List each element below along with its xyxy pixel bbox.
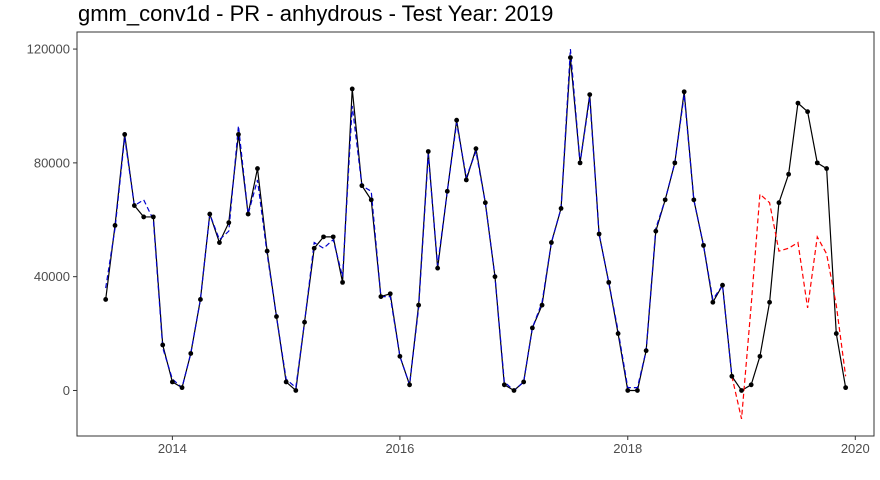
chart-title: gmm_conv1d - PR - anhydrous - Test Year:…	[78, 1, 553, 26]
data-point	[492, 274, 498, 280]
data-point	[672, 160, 678, 166]
y-tick-label: 120000	[27, 42, 70, 57]
data-point	[122, 132, 128, 137]
data-point	[169, 379, 175, 385]
data-point	[529, 325, 535, 331]
y-tick-label: 80000	[34, 155, 70, 170]
data-point	[368, 197, 374, 203]
series-layer	[103, 49, 849, 420]
data-point	[311, 245, 317, 251]
data-point	[407, 382, 412, 388]
data-point	[739, 388, 744, 393]
data-point	[681, 89, 687, 95]
data-point	[511, 388, 517, 393]
data-point	[349, 86, 355, 92]
x-axis: 2014 2016 2018 2020	[158, 436, 870, 456]
data-point	[293, 388, 299, 393]
data-point	[720, 282, 725, 288]
data-point	[776, 200, 782, 206]
data-point	[435, 265, 441, 271]
data-point	[425, 149, 431, 154]
data-point	[112, 223, 118, 228]
data-point	[463, 177, 469, 183]
data-point	[198, 297, 203, 302]
data-point	[264, 248, 270, 254]
data-point	[179, 385, 185, 391]
data-point	[160, 342, 166, 348]
data-point	[615, 331, 621, 336]
data-point	[691, 197, 697, 203]
data-point	[596, 231, 602, 237]
x-tick-label: 2016	[385, 441, 414, 456]
plot-panel	[76, 31, 875, 437]
data-point	[662, 197, 668, 203]
data-point	[805, 109, 811, 115]
data-point	[387, 291, 393, 297]
x-tick-label: 2018	[613, 441, 642, 456]
x-tick-label: 2020	[841, 441, 870, 456]
data-point	[653, 228, 659, 234]
data-point	[103, 297, 109, 302]
data-point	[188, 351, 194, 356]
data-point	[625, 388, 631, 393]
data-point	[321, 234, 326, 240]
data-point	[558, 205, 564, 211]
data-point	[482, 200, 488, 206]
data-point	[359, 183, 365, 189]
data-point	[833, 331, 839, 336]
data-point	[330, 234, 336, 240]
data-point	[378, 294, 384, 299]
data-point	[255, 166, 260, 171]
y-axis: 0 40000 80000 120000	[27, 42, 77, 398]
data-point	[226, 220, 232, 226]
data-point	[141, 214, 147, 220]
data-point	[729, 373, 735, 379]
data-point	[767, 299, 772, 305]
data-point	[710, 299, 716, 305]
data-point	[473, 146, 479, 152]
data-point	[549, 240, 554, 245]
data-point	[568, 55, 573, 61]
data-point	[283, 379, 289, 385]
data-point	[701, 242, 706, 248]
data-point	[302, 319, 307, 325]
data-point	[131, 203, 137, 208]
data-point	[150, 214, 156, 220]
data-point	[539, 302, 545, 308]
data-point	[577, 160, 583, 166]
data-point	[397, 353, 403, 359]
data-point	[587, 92, 593, 97]
data-point	[606, 279, 612, 285]
data-point	[340, 279, 345, 285]
x-tick-label: 2014	[158, 441, 187, 456]
data-point	[824, 166, 830, 171]
data-point	[274, 314, 279, 319]
data-point	[245, 211, 251, 217]
data-point	[454, 117, 460, 123]
data-point	[217, 240, 222, 245]
data-point	[416, 302, 422, 308]
data-point	[444, 188, 450, 194]
data-point	[207, 211, 213, 217]
data-point	[643, 348, 649, 354]
data-point	[814, 160, 820, 166]
y-tick-label: 0	[63, 383, 70, 398]
data-point	[236, 132, 241, 137]
data-point	[843, 385, 849, 391]
data-point	[795, 100, 801, 106]
data-point	[635, 388, 640, 393]
data-point	[786, 171, 791, 177]
y-tick-label: 40000	[34, 269, 70, 284]
data-point	[757, 353, 763, 359]
data-point	[521, 379, 527, 385]
data-point	[748, 382, 754, 388]
data-point	[501, 382, 507, 388]
